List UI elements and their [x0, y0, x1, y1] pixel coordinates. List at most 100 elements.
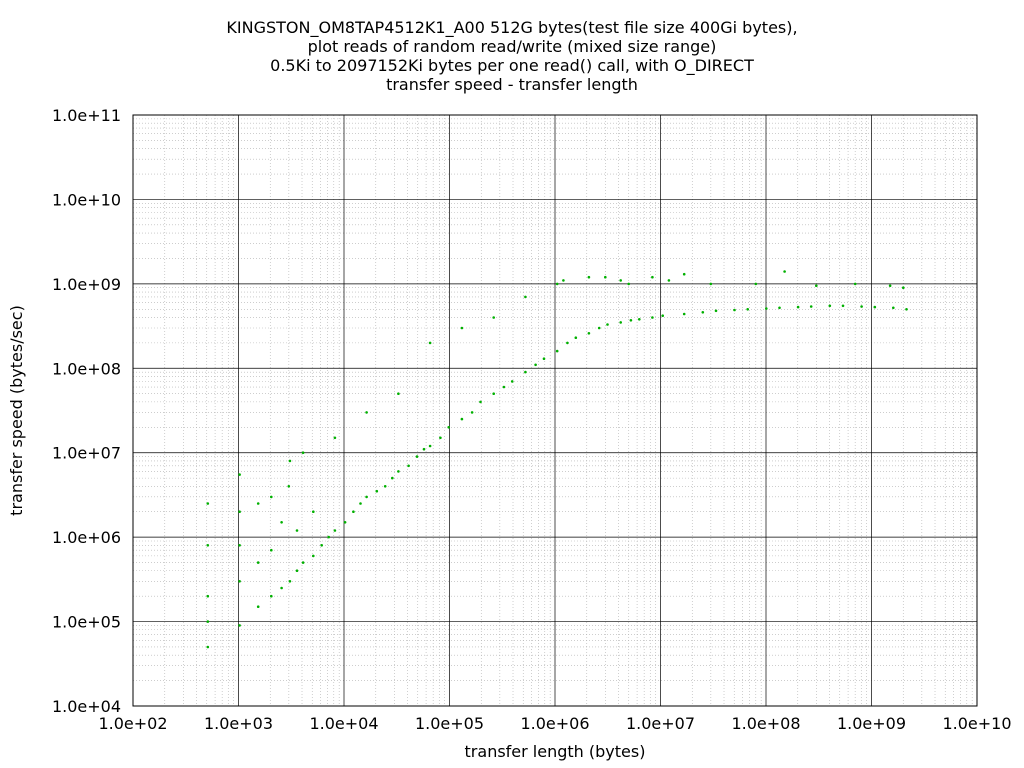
data-point	[524, 295, 527, 299]
data-point	[597, 326, 601, 330]
data-point	[783, 270, 786, 273]
data-point	[327, 535, 331, 539]
data-point	[365, 411, 368, 414]
data-point	[206, 594, 210, 598]
data-point	[238, 473, 241, 476]
y-tick-label: 1.0e+11	[52, 106, 121, 125]
data-point	[359, 502, 362, 505]
data-point	[778, 306, 781, 310]
data-point	[391, 476, 394, 480]
data-point	[746, 308, 749, 311]
data-point	[256, 502, 260, 505]
data-point	[422, 447, 426, 451]
data-point	[860, 305, 863, 308]
y-tick-label: 1.0e+07	[52, 444, 121, 463]
y-tick-label: 1.0e+08	[52, 359, 121, 378]
data-point	[206, 645, 210, 649]
data-point	[606, 323, 609, 326]
x-axis-label: transfer length (bytes)	[465, 742, 646, 761]
data-point	[397, 392, 400, 396]
chart-title-line-3: 0.5Ki to 2097152Ki bytes per one read() …	[270, 56, 754, 75]
data-point	[828, 304, 832, 308]
data-point	[502, 385, 506, 389]
data-point	[439, 436, 442, 440]
data-point	[619, 321, 622, 324]
data-point	[651, 316, 654, 319]
data-point	[492, 316, 496, 319]
data-point	[295, 529, 299, 532]
data-point	[587, 275, 591, 279]
data-point	[873, 305, 877, 309]
data-point	[206, 544, 210, 547]
data-point	[270, 495, 273, 499]
data-point	[428, 341, 432, 345]
data-point	[619, 279, 622, 282]
data-point	[682, 312, 686, 316]
data-point	[714, 309, 718, 313]
data-point	[815, 284, 818, 288]
data-point	[460, 417, 464, 421]
data-point	[256, 605, 260, 608]
chart-title-line-1: KINGSTON_OM8TAP4512K1_A00 512G bytes(tes…	[226, 18, 798, 37]
x-tick-label: 1.0e+04	[309, 714, 378, 733]
data-point	[651, 275, 654, 279]
data-point	[320, 544, 324, 547]
data-point	[206, 502, 210, 505]
data-point	[287, 485, 291, 488]
data-point	[256, 561, 260, 564]
y-tick-label: 1.0e+06	[52, 528, 121, 547]
data-point	[562, 279, 565, 282]
data-point	[270, 548, 273, 552]
y-tick-label: 1.0e+05	[52, 613, 121, 632]
data-point	[238, 624, 241, 627]
x-tick-label: 1.0e+10	[942, 714, 1011, 733]
data-point	[604, 275, 607, 279]
data-point	[333, 436, 337, 440]
chart-title-line-4: transfer speed - transfer length	[386, 75, 638, 94]
data-point	[479, 400, 482, 404]
data-point	[280, 521, 283, 524]
data-point	[301, 451, 305, 455]
data-point	[460, 326, 464, 330]
data-point	[682, 272, 686, 276]
data-point	[809, 305, 813, 308]
data-point	[892, 306, 895, 310]
data-point	[733, 308, 736, 312]
data-point	[701, 311, 705, 314]
data-point	[238, 510, 241, 513]
axis-ticks: 1.0e+02 1.0e+03 1.0e+04 1.0e+05 1.0e+06 1.0e+…	[52, 106, 1012, 733]
data-point	[312, 554, 315, 558]
data-point	[365, 495, 368, 499]
y-axis-label: transfer speed (bytes/sec)	[7, 305, 26, 516]
plot-area	[132, 114, 978, 707]
data-point	[905, 308, 908, 311]
data-point	[638, 318, 641, 321]
data-point	[765, 307, 768, 310]
x-tick-label: 1.0e+08	[731, 714, 800, 733]
data-points	[206, 270, 908, 649]
x-tick-label: 1.0e+03	[204, 714, 273, 733]
data-point	[566, 341, 569, 345]
data-point	[627, 282, 630, 286]
data-point	[280, 586, 283, 590]
y-tick-label: 1.0e+04	[52, 697, 121, 716]
data-point	[343, 521, 347, 524]
data-point	[352, 510, 355, 513]
x-tick-label: 1.0e+05	[415, 714, 484, 733]
x-tick-label: 1.0e+09	[837, 714, 906, 733]
data-point	[853, 282, 857, 286]
data-point	[587, 332, 591, 335]
data-point	[574, 336, 578, 340]
data-point	[492, 392, 496, 396]
data-point	[383, 485, 387, 488]
data-point	[447, 426, 451, 429]
chart-title-line-2: plot reads of random read/write (mixed s…	[307, 37, 717, 56]
data-point	[333, 529, 337, 532]
data-point	[415, 455, 419, 458]
y-tick-label: 1.0e+10	[52, 190, 121, 209]
data-point	[428, 444, 432, 448]
data-point	[312, 510, 315, 513]
grid	[132, 114, 978, 707]
data-point	[510, 380, 514, 383]
data-point	[288, 580, 292, 583]
